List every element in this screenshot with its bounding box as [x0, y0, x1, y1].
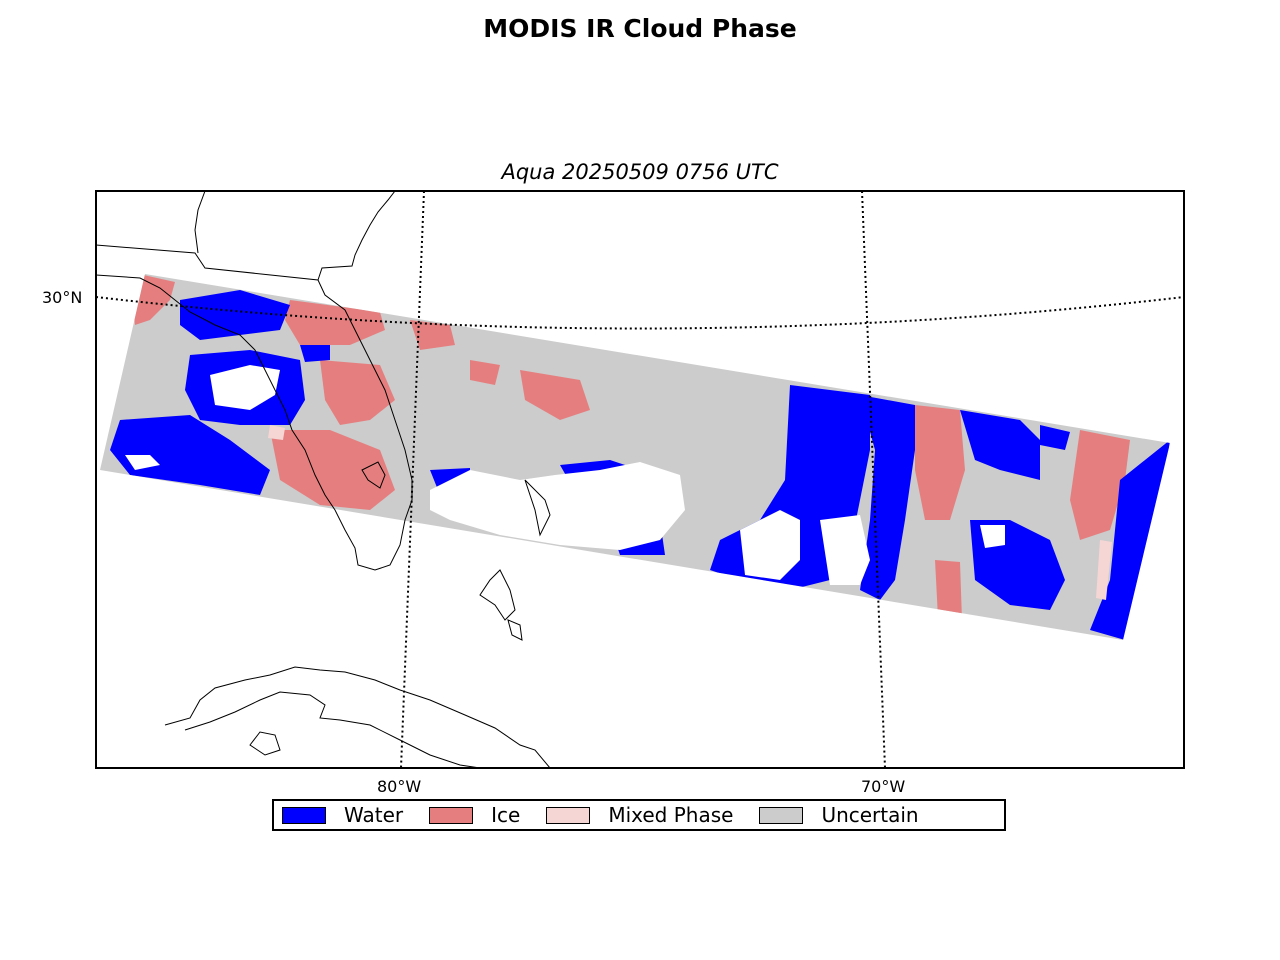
map-frame — [95, 190, 1185, 769]
water-region-keys — [300, 345, 330, 362]
cuba-coast — [164, 666, 551, 768]
water-region-nw — [180, 290, 290, 340]
legend-item-mixed-phase: Mixed Phase — [546, 803, 733, 827]
bahamas-small — [507, 619, 523, 641]
legend-item-water: Water — [282, 803, 403, 827]
isla-juventud — [249, 731, 281, 756]
legend-swatch-mixed-phase — [546, 806, 591, 824]
ice-region-atlantic-3 — [470, 360, 500, 385]
clear-region-west-2 — [125, 455, 160, 470]
parallel-30n — [96, 296, 1184, 330]
legend-label-water: Water — [344, 803, 404, 827]
clear-region-east-1 — [740, 510, 800, 580]
lon-label-70w: 70°W — [861, 777, 906, 796]
bahamas-north — [524, 479, 551, 537]
lat-label-30n: 30°N — [42, 288, 83, 307]
ice-region-florida-central — [320, 360, 395, 425]
ice-region-florida-south — [270, 430, 395, 510]
clear-region-east-3 — [980, 525, 1005, 548]
clear-region-atlantic-1 — [430, 462, 685, 550]
meridian-70w — [861, 191, 886, 768]
clear-region-east-2 — [820, 515, 870, 585]
legend-label-uncertain: Uncertain — [821, 803, 919, 827]
legend: Water Ice Mixed Phase Uncertain — [272, 799, 1006, 831]
legend-swatch-ice — [429, 806, 474, 824]
map-subtitle: Aqua 20250509 0756 UTC — [501, 160, 779, 184]
ice-region-east-2 — [1070, 430, 1130, 540]
mixed-region-1 — [268, 425, 285, 440]
legend-label-ice: Ice — [491, 803, 521, 827]
us-southeast-coast — [96, 244, 413, 571]
map-content — [96, 191, 1184, 768]
water-region-east-5 — [1090, 440, 1170, 640]
lake-okeechobee — [361, 461, 386, 489]
legend-item-uncertain: Uncertain — [759, 803, 919, 827]
coastlines — [96, 191, 551, 768]
cuba-south-coast — [184, 691, 481, 768]
ice-region-atlantic-2 — [520, 370, 590, 420]
lon-label-80w: 80°W — [377, 777, 422, 796]
legend-label-mixed-phase: Mixed Phase — [608, 803, 734, 827]
mixed-region-2 — [1096, 540, 1112, 600]
graticule — [96, 191, 1184, 768]
map-title: MODIS IR Cloud Phase — [483, 14, 797, 43]
water-region-east-3 — [960, 410, 1040, 480]
water-region-east-2 — [860, 395, 915, 600]
clear-region-west-1 — [210, 365, 280, 410]
us-atlantic-coast — [194, 191, 396, 281]
legend-swatch-water — [282, 806, 326, 824]
cloud-phase-swath — [110, 274, 1170, 640]
ice-region-east-3 — [935, 560, 962, 620]
ice-region-east-1 — [915, 405, 965, 520]
legend-item-ice: Ice — [429, 803, 520, 827]
legend-swatch-uncertain — [759, 806, 804, 824]
water-region-west-2 — [110, 415, 270, 495]
ice-region-florida-north — [285, 300, 385, 345]
water-region-east-6 — [1040, 425, 1070, 450]
ice-region-atlantic-1 — [410, 320, 455, 350]
meridian-80w — [400, 191, 425, 768]
bahamas-andros — [479, 569, 516, 621]
